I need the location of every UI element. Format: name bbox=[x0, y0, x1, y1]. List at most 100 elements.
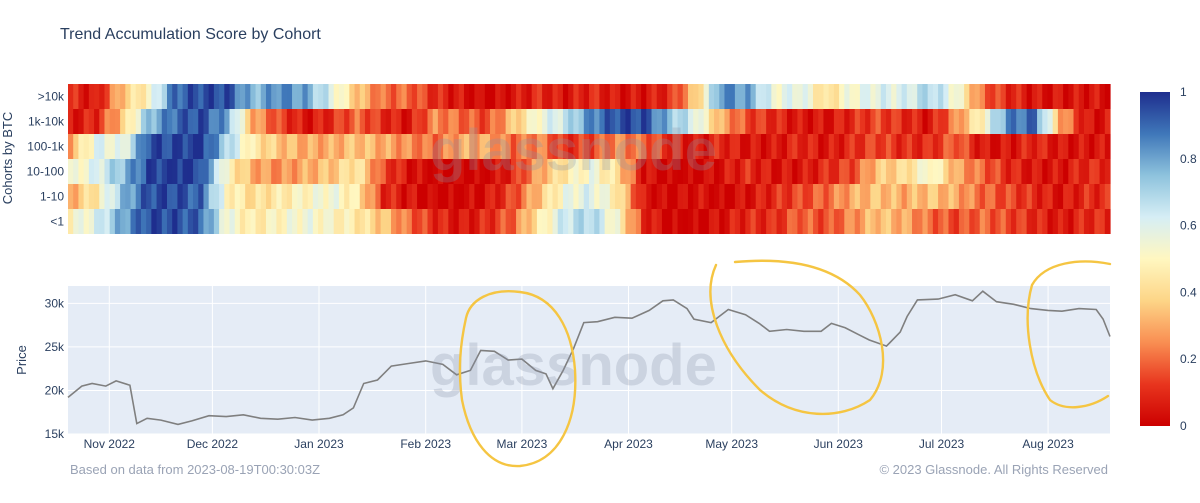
heatmap-cell bbox=[151, 109, 158, 134]
heatmap-cell bbox=[364, 209, 371, 234]
heatmap-row-label: 100-1k bbox=[27, 140, 65, 154]
heatmap-cell bbox=[401, 134, 408, 159]
heatmap-cell bbox=[182, 109, 189, 134]
heatmap-cell bbox=[781, 109, 788, 134]
heatmap-cell bbox=[427, 84, 434, 109]
heatmap-cell bbox=[682, 209, 689, 234]
heatmap-cell bbox=[562, 84, 569, 109]
heatmap-cell bbox=[1016, 134, 1023, 159]
heatmap-cell bbox=[766, 159, 772, 184]
heatmap-cell bbox=[125, 184, 132, 209]
heatmap-cell bbox=[740, 184, 746, 209]
heatmap-cell bbox=[161, 209, 168, 234]
heatmap-cell bbox=[885, 184, 892, 209]
heatmap-cell bbox=[1037, 84, 1043, 109]
heatmap-cell bbox=[708, 134, 715, 159]
heatmap-cell bbox=[68, 109, 74, 134]
heatmap-cell bbox=[547, 84, 554, 109]
heatmap-cell bbox=[1083, 134, 1090, 159]
heatmap-cell bbox=[755, 109, 762, 134]
heatmap-cell bbox=[114, 209, 121, 234]
heatmap-cell bbox=[292, 134, 298, 159]
heatmap-cell bbox=[734, 84, 741, 109]
heatmap-cell bbox=[1042, 209, 1049, 234]
heatmap-cell bbox=[578, 84, 585, 109]
heatmap-cell bbox=[114, 109, 121, 134]
heatmap-cell bbox=[912, 84, 918, 109]
heatmap-cell bbox=[839, 159, 845, 184]
heatmap-cell bbox=[813, 134, 819, 159]
heatmap-cell bbox=[380, 209, 387, 234]
heatmap-cell bbox=[453, 209, 460, 234]
heatmap-cell bbox=[641, 159, 647, 184]
heatmap-cell bbox=[594, 184, 601, 209]
heatmap-cell bbox=[1068, 109, 1075, 134]
heatmap-cell bbox=[932, 209, 939, 234]
heatmap-cell bbox=[302, 159, 309, 184]
heatmap-cell bbox=[578, 134, 585, 159]
heatmap-cell bbox=[589, 84, 595, 109]
heatmap-cell bbox=[870, 159, 877, 184]
heatmap-cell bbox=[719, 134, 726, 159]
heatmap-cell bbox=[359, 134, 366, 159]
heatmap-cell bbox=[531, 134, 538, 159]
heatmap-cell bbox=[78, 184, 85, 209]
heatmap-cell bbox=[1016, 184, 1023, 209]
price-y-tick-label: 15k bbox=[45, 427, 65, 441]
heatmap-cell bbox=[73, 134, 80, 159]
heatmap-cell bbox=[651, 184, 658, 209]
heatmap-cell bbox=[531, 109, 538, 134]
heatmap-cell bbox=[797, 184, 804, 209]
heatmap-cell bbox=[891, 159, 897, 184]
heatmap-cell bbox=[880, 159, 887, 184]
heatmap-cell bbox=[338, 134, 345, 159]
heatmap-cell bbox=[166, 184, 173, 209]
heatmap-cell bbox=[391, 84, 397, 109]
heatmap-cell bbox=[656, 184, 663, 209]
heatmap-cell bbox=[453, 109, 460, 134]
heatmap-cell bbox=[542, 134, 548, 159]
heatmap-cell bbox=[463, 134, 470, 159]
heatmap-cell bbox=[901, 134, 908, 159]
heatmap-cell bbox=[953, 134, 960, 159]
heatmap-cell bbox=[219, 159, 225, 184]
heatmap-cell bbox=[286, 184, 293, 209]
heatmap-cell bbox=[891, 109, 897, 134]
heatmap-cell bbox=[323, 184, 330, 209]
heatmap-cell bbox=[693, 84, 700, 109]
heatmap-cell bbox=[1026, 109, 1033, 134]
heatmap-cell bbox=[687, 109, 694, 134]
heatmap-cell bbox=[823, 109, 830, 134]
heatmap-cell bbox=[854, 184, 861, 209]
heatmap-cell bbox=[562, 109, 569, 134]
heatmap-cell bbox=[307, 184, 314, 209]
heatmap-cell bbox=[349, 109, 356, 134]
heatmap-cell bbox=[802, 84, 809, 109]
heatmap-cell bbox=[870, 209, 877, 234]
heatmap-cell bbox=[1073, 159, 1080, 184]
heatmap-cell bbox=[469, 84, 475, 109]
heatmap-cell bbox=[844, 84, 851, 109]
heatmap-cell bbox=[448, 159, 455, 184]
heatmap-cell bbox=[953, 209, 960, 234]
heatmap-cell bbox=[521, 209, 528, 234]
heatmap-cell bbox=[1073, 109, 1080, 134]
heatmap-cell bbox=[1031, 184, 1038, 209]
heatmap-cell bbox=[979, 159, 986, 184]
heatmap-cell bbox=[589, 159, 595, 184]
heatmap-cell bbox=[140, 134, 147, 159]
heatmap-cell bbox=[135, 159, 142, 184]
heatmap-cell bbox=[828, 134, 835, 159]
heatmap-cell bbox=[839, 184, 845, 209]
heatmap-cell bbox=[922, 184, 929, 209]
heatmap-cell bbox=[599, 109, 606, 134]
heatmap-cell bbox=[318, 109, 324, 134]
heatmap-cell bbox=[719, 109, 726, 134]
heatmap-cell bbox=[406, 109, 413, 134]
heatmap-cell bbox=[568, 159, 574, 184]
heatmap-cell bbox=[885, 209, 892, 234]
heatmap-row-label: <1 bbox=[50, 215, 64, 229]
heatmap-cell bbox=[484, 134, 491, 159]
heatmap-cell bbox=[943, 159, 950, 184]
heatmap-cell bbox=[1042, 159, 1049, 184]
